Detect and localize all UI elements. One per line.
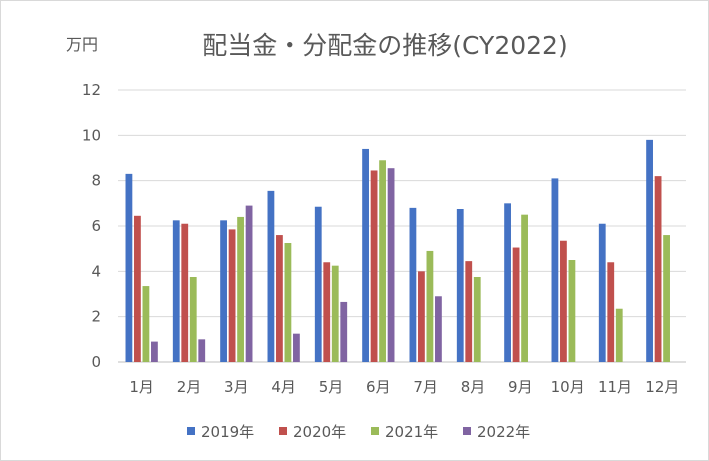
bar-2020年-6月 bbox=[370, 170, 378, 362]
y-tick-label: 8 bbox=[91, 172, 101, 190]
legend-label: 2019年 bbox=[201, 423, 254, 441]
bar-2021年-1月 bbox=[142, 286, 150, 362]
bar-2019年-6月 bbox=[362, 148, 369, 362]
bar-2019年-12月 bbox=[646, 139, 653, 362]
legend-label: 2021年 bbox=[385, 423, 438, 441]
bar-2021年-3月 bbox=[237, 216, 244, 362]
y-tick-label: 10 bbox=[82, 126, 101, 144]
bar-2020年-1月 bbox=[134, 215, 141, 362]
bar-2020年-8月 bbox=[465, 261, 473, 362]
legend-swatch bbox=[371, 427, 379, 435]
bar-2019年-2月 bbox=[172, 220, 180, 362]
gridlines bbox=[118, 89, 686, 363]
bar-2019年-9月 bbox=[504, 203, 511, 362]
bar-2019年-11月 bbox=[598, 223, 606, 362]
bar-2020年-10月 bbox=[560, 240, 567, 362]
bar-2020年-9月 bbox=[512, 247, 520, 362]
bar-2022年-2月 bbox=[198, 339, 206, 362]
y-axis-ticks: 0 2 4 6 8 10 12 bbox=[82, 81, 101, 371]
x-tick-label: 7月 bbox=[413, 378, 438, 396]
bar-2019年-8月 bbox=[456, 209, 464, 362]
x-tick-label: 3月 bbox=[224, 378, 249, 396]
legend-item: 2019年 bbox=[187, 423, 254, 441]
x-tick-label: 10月 bbox=[551, 378, 585, 396]
bar-2019年-10月 bbox=[551, 178, 559, 362]
y-tick-label: 2 bbox=[91, 308, 101, 326]
x-tick-label: 4月 bbox=[271, 378, 296, 396]
legend-label: 2022年 bbox=[477, 423, 530, 441]
legend: 2019年 2020年 2021年 2022年 bbox=[187, 423, 530, 441]
legend-item: 2021年 bbox=[371, 423, 438, 441]
bar-2020年-3月 bbox=[228, 229, 236, 362]
bar-2021年-12月 bbox=[663, 235, 670, 362]
bar-2022年-1月 bbox=[151, 341, 158, 362]
legend-label: 2020年 bbox=[293, 423, 346, 441]
x-axis-categories: 1月 2月 3月 4月 5月 6月 7月 8月 9月 10月 11月 12月 bbox=[129, 378, 679, 396]
x-tick-label: 12月 bbox=[645, 378, 679, 396]
bar-2021年-5月 bbox=[331, 265, 339, 362]
bar-2022年-7月 bbox=[435, 296, 442, 362]
bar-2022年-6月 bbox=[387, 168, 395, 362]
x-tick-label: 6月 bbox=[366, 378, 391, 396]
bar-2021年-8月 bbox=[473, 277, 481, 362]
y-tick-label: 4 bbox=[91, 262, 101, 280]
legend-item: 2020年 bbox=[279, 423, 346, 441]
x-tick-label: 1月 bbox=[129, 378, 154, 396]
bar-2022年-4月 bbox=[293, 333, 300, 362]
legend-swatch bbox=[187, 427, 195, 435]
x-tick-label: 11月 bbox=[598, 378, 632, 396]
x-tick-label: 5月 bbox=[319, 378, 344, 396]
x-tick-label: 8月 bbox=[461, 378, 486, 396]
y-axis-unit-label: 万円 bbox=[66, 35, 98, 54]
bar-2020年-2月 bbox=[181, 223, 189, 362]
bar-2020年-11月 bbox=[607, 262, 615, 362]
bar-2020年-7月 bbox=[418, 271, 425, 362]
y-tick-label: 0 bbox=[91, 353, 101, 371]
bar-2021年-11月 bbox=[615, 308, 623, 362]
bar-2022年-5月 bbox=[340, 301, 348, 362]
y-tick-label: 6 bbox=[91, 217, 101, 235]
legend-swatch bbox=[279, 427, 287, 435]
bar-2021年-6月 bbox=[379, 160, 386, 362]
bar-2022年-3月 bbox=[245, 205, 253, 362]
legend-swatch bbox=[463, 427, 471, 435]
y-tick-label: 12 bbox=[82, 81, 101, 99]
bar-2020年-5月 bbox=[323, 262, 331, 362]
bar-2020年-12月 bbox=[654, 176, 662, 362]
bar-2021年-9月 bbox=[521, 214, 528, 362]
x-tick-label: 2月 bbox=[177, 378, 202, 396]
bar-2020年-4月 bbox=[276, 235, 283, 362]
bar-2021年-7月 bbox=[426, 250, 434, 362]
bar-2021年-10月 bbox=[568, 260, 576, 362]
bars bbox=[125, 139, 670, 362]
x-tick-label: 9月 bbox=[508, 378, 533, 396]
bar-2021年-2月 bbox=[189, 277, 197, 362]
legend-item: 2022年 bbox=[463, 423, 530, 441]
bar-2019年-1月 bbox=[125, 173, 133, 362]
bar-2019年-5月 bbox=[314, 206, 322, 362]
bar-2019年-3月 bbox=[220, 220, 227, 362]
bar-2019年-7月 bbox=[409, 207, 417, 362]
bar-2019年-4月 bbox=[267, 190, 275, 362]
chart-title: 配当金・分配金の推移(CY2022) bbox=[202, 31, 567, 60]
bar-2021年-4月 bbox=[284, 243, 292, 362]
